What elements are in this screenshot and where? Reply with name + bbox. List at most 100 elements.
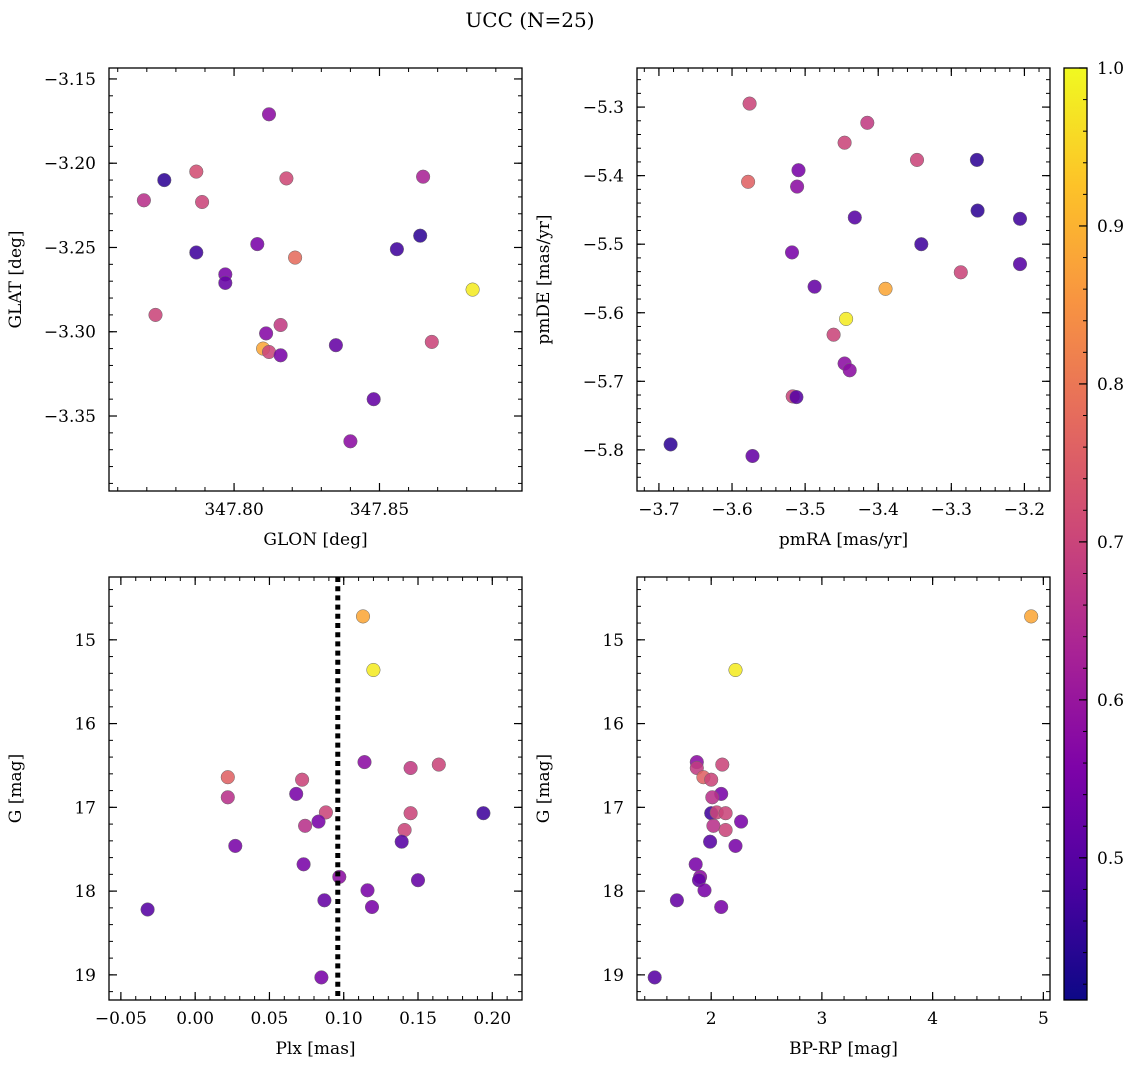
scatter-point bbox=[140, 902, 155, 917]
scatter-point bbox=[1012, 257, 1028, 272]
scatter-point bbox=[728, 838, 743, 853]
scatter-point bbox=[250, 237, 265, 252]
x-axis-label: pmRA [mas/yr] bbox=[779, 530, 908, 550]
scatter-point bbox=[136, 193, 151, 208]
axes-frame bbox=[636, 67, 1051, 492]
y-tick-label: −3.15 bbox=[44, 70, 96, 90]
y-tick-label: 15 bbox=[74, 631, 96, 651]
scatter-point bbox=[403, 806, 418, 821]
colorbar-frame bbox=[1063, 67, 1088, 1001]
y-tick-label: −5.7 bbox=[583, 372, 624, 392]
x-tick-label: 2 bbox=[706, 1009, 717, 1029]
scatter-point bbox=[715, 757, 730, 772]
x-tick-label: 5 bbox=[1038, 1009, 1049, 1029]
scatter-points bbox=[136, 107, 480, 449]
scatter-panel-1: 347.80 347.85 −3.15 −3.20 −3.25 −3.30 −3.35 GLO… bbox=[6, 67, 523, 550]
x-axis-label: GLON [deg] bbox=[263, 530, 367, 550]
scatter-panel-2: −3.7 −3.6 −3.5 −3.4 −3.3 −3.2 −5.3 −5.4 −5.5 −5.6… bbox=[534, 67, 1051, 550]
scatter-point bbox=[296, 857, 311, 872]
scatter-point bbox=[413, 228, 428, 243]
scatter-point bbox=[343, 434, 358, 449]
scatter-point bbox=[703, 834, 718, 849]
scatter-point bbox=[1012, 211, 1028, 226]
scatter-point bbox=[688, 857, 703, 872]
scatter-point bbox=[860, 115, 875, 130]
x-tick-label: −3.6 bbox=[711, 500, 752, 520]
y-tick-label: 18 bbox=[74, 882, 96, 902]
scatter-point bbox=[289, 786, 304, 801]
scatter-point bbox=[397, 822, 412, 838]
y-tick-label: 16 bbox=[602, 715, 624, 735]
y-tick-label: −3.20 bbox=[44, 154, 96, 174]
y-tick-label: −3.30 bbox=[44, 323, 96, 343]
scatter-point bbox=[718, 806, 733, 821]
colorbar-tick-label: 0.8 bbox=[1097, 375, 1124, 395]
scatter-point bbox=[394, 834, 409, 849]
scatter-point bbox=[366, 392, 381, 407]
scatter-panel-4: 2 3 4 5 15 16 17 18 19 BP-RP [mag] G [mag] bbox=[534, 576, 1051, 1059]
x-tick-label: −3.2 bbox=[1004, 500, 1045, 520]
y-tick-label: 15 bbox=[602, 631, 624, 651]
scatter-point bbox=[878, 281, 893, 296]
y-tick-label: −3.35 bbox=[44, 407, 96, 427]
scatter-point bbox=[914, 237, 929, 252]
x-axis-label: Plx [mas] bbox=[275, 1039, 355, 1059]
scatter-point bbox=[697, 883, 712, 898]
x-tick-label: 0.15 bbox=[399, 1009, 437, 1029]
scatter-point bbox=[706, 818, 721, 833]
axes-frame bbox=[108, 576, 523, 1001]
scatter-point bbox=[273, 317, 288, 333]
scatter-point bbox=[157, 173, 172, 188]
scatter-point bbox=[195, 194, 210, 210]
scatter-point bbox=[465, 282, 480, 297]
x-tick-label: 0.05 bbox=[251, 1009, 289, 1029]
scatter-points bbox=[663, 96, 1028, 464]
y-tick-label: −5.5 bbox=[583, 235, 624, 255]
scatter-point bbox=[389, 242, 404, 257]
scatter-point bbox=[742, 96, 757, 111]
scatter-point bbox=[148, 307, 163, 322]
scatter-point bbox=[476, 806, 491, 821]
scatter-point bbox=[714, 899, 729, 915]
scatter-point bbox=[970, 203, 985, 218]
scatter-point bbox=[1024, 609, 1039, 624]
x-tick-label: 3 bbox=[816, 1009, 827, 1029]
y-axis-label: pmDE [mas/yr] bbox=[534, 214, 554, 344]
y-tick-label: −5.3 bbox=[583, 98, 624, 118]
scatter-point bbox=[728, 662, 743, 678]
y-axis-label: GLAT [deg] bbox=[6, 230, 26, 328]
x-tick-label: −0.05 bbox=[95, 1009, 147, 1029]
scatter-point bbox=[298, 818, 313, 833]
colorbar: 0.5 0.6 0.7 0.8 0.9 1.0 bbox=[1063, 59, 1124, 1001]
scatter-point bbox=[741, 174, 756, 189]
y-tick-label: −5.8 bbox=[583, 441, 624, 461]
x-tick-label: −3.7 bbox=[638, 500, 679, 520]
axes-frame bbox=[108, 67, 523, 492]
x-tick-label: 347.80 bbox=[204, 500, 263, 520]
colorbar-tick-label: 1.0 bbox=[1097, 59, 1124, 79]
x-tick-label: −3.4 bbox=[858, 500, 899, 520]
colorbar-tick-label: 0.5 bbox=[1097, 849, 1124, 869]
x-tick-label: 0.20 bbox=[473, 1009, 511, 1029]
x-tick-label: 347.85 bbox=[350, 500, 409, 520]
scatter-point bbox=[295, 772, 310, 787]
colorbar-tick-label: 0.9 bbox=[1097, 217, 1124, 237]
x-tick-label: 0.00 bbox=[176, 1009, 214, 1029]
scatter-points bbox=[647, 609, 1039, 985]
scatter-point bbox=[431, 757, 446, 772]
scatter-point bbox=[705, 790, 720, 805]
scatter-point bbox=[807, 279, 822, 294]
scatter-point bbox=[718, 822, 733, 838]
scatter-point bbox=[220, 790, 235, 805]
y-axis-label: G [mag] bbox=[6, 754, 26, 823]
x-tick-label: 0.10 bbox=[325, 1009, 363, 1029]
scatter-point bbox=[791, 163, 806, 178]
colorbar-tick-label: 0.6 bbox=[1097, 691, 1124, 711]
scatter-point bbox=[273, 348, 288, 363]
scatter-point bbox=[355, 609, 371, 624]
y-tick-label: 17 bbox=[602, 798, 624, 818]
scatter-point bbox=[288, 250, 303, 265]
y-tick-label: 19 bbox=[74, 966, 96, 986]
figure-title: UCC (N=25) bbox=[465, 8, 594, 32]
scatter-point bbox=[410, 873, 426, 888]
